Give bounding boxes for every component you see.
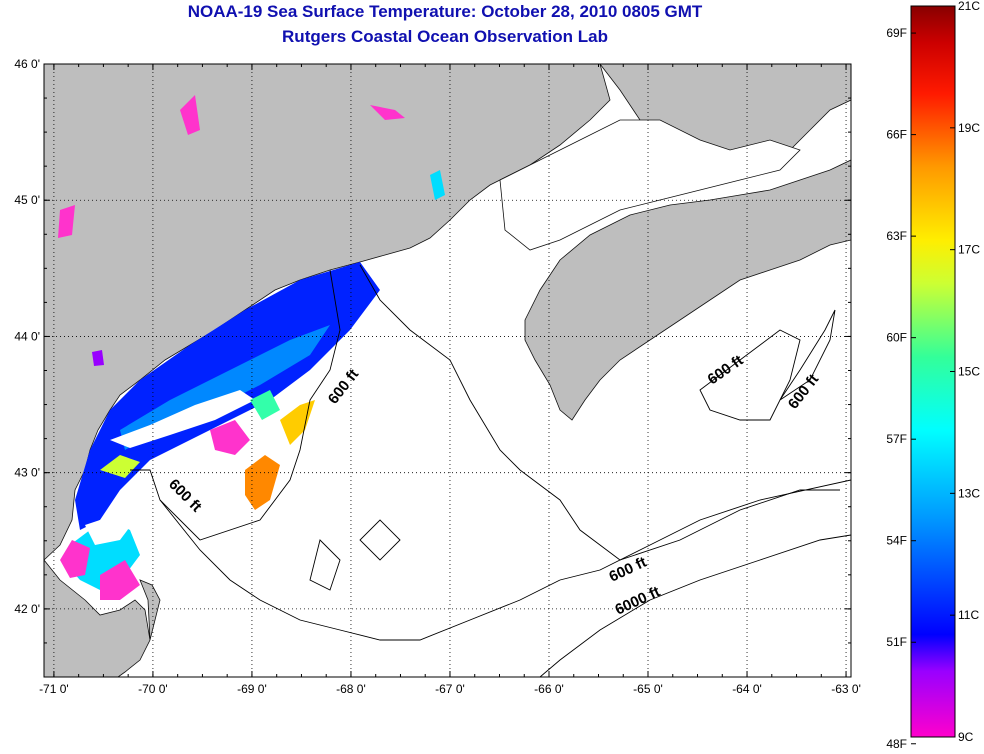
colorbar-ticks: 69F 66F 63F 60F 57F 54F 51F 48F 21C 19C 17C 15C 13C 1…	[886, 0, 980, 751]
colorbar-label-f: 57F	[886, 432, 907, 446]
land-cape-cod	[44, 559, 161, 677]
map-ticks	[44, 63, 851, 678]
bay-of-fundy	[499, 119, 801, 251]
lon-tick-label: -69 0'	[237, 682, 267, 696]
colorbar	[910, 5, 956, 738]
lon-tick-label: -68 0'	[336, 682, 366, 696]
colorbar-label-f: 60F	[886, 331, 907, 345]
lon-tick-label: -66 0'	[534, 682, 564, 696]
lon-tick-label: -64 0'	[732, 682, 762, 696]
colorbar-label-f: 66F	[886, 128, 907, 142]
colorbar-label-c: 15C	[958, 365, 980, 379]
colorbar-label-f: 69F	[886, 26, 907, 40]
lat-tick-label: 42 0'	[14, 602, 40, 616]
colorbar-label-c: 21C	[958, 0, 980, 13]
lon-tick-label: -67 0'	[435, 682, 465, 696]
colorbar-label-c: 19C	[958, 121, 980, 135]
colorbar-label-f: 63F	[886, 229, 907, 243]
colorbar-label-f: 48F	[886, 737, 907, 751]
map-grid	[44, 64, 851, 677]
land-nova-scotia	[524, 159, 851, 421]
lon-tick-label: -63 0'	[831, 682, 861, 696]
lat-tick-label: 45 0'	[14, 193, 40, 207]
colorbar-label-c: 13C	[958, 486, 980, 500]
map-tick-labels: -71 0' -70 0' -69 0' -68 0' -67 0' -66 0' -65 …	[14, 57, 861, 696]
colorbar-label-c: 17C	[958, 243, 980, 257]
lat-tick-label: 43 0'	[14, 466, 40, 480]
colorbar-label-c: 11C	[958, 608, 979, 622]
sst-swath	[58, 95, 445, 600]
lon-tick-label: -71 0'	[39, 682, 69, 696]
map-subtitle: Rutgers Coastal Ocean Observation Lab	[282, 27, 608, 46]
colorbar-label-f: 54F	[886, 534, 907, 548]
colorbar-label-f: 51F	[886, 635, 907, 649]
map-title: NOAA-19 Sea Surface Temperature: October…	[187, 2, 703, 21]
lat-tick-label: 46 0'	[14, 57, 40, 71]
colorbar-label-c: 9C	[958, 730, 974, 744]
lat-tick-label: 44 0'	[14, 329, 40, 343]
bathymetry-contours	[130, 264, 851, 677]
lon-tick-label: -70 0'	[138, 682, 168, 696]
lon-tick-label: -65 0'	[633, 682, 663, 696]
